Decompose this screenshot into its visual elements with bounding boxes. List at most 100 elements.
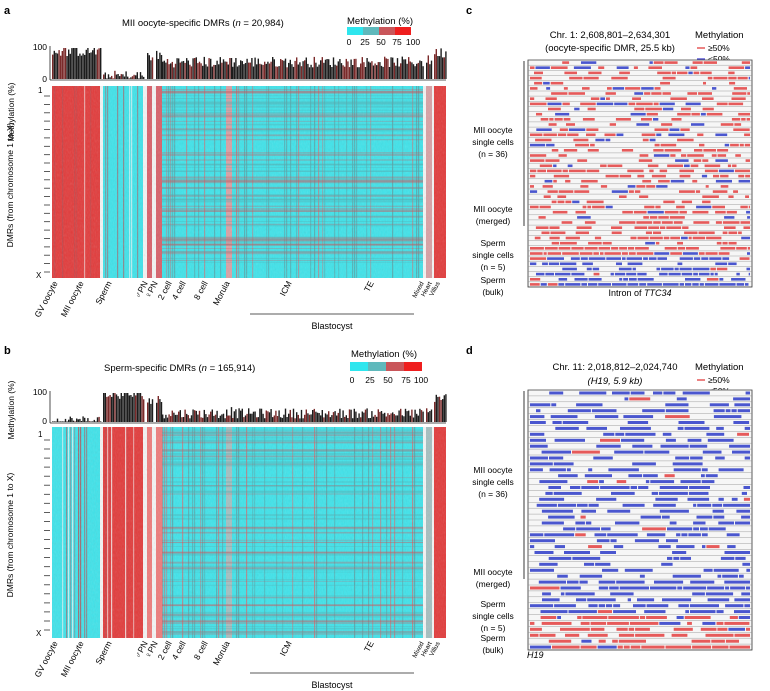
methylation-bar: [206, 417, 209, 422]
colorbar-b-tick-100: 100: [414, 375, 428, 385]
methylation-read: [536, 503, 557, 507]
methylation-read: [691, 123, 705, 126]
methylation-bar: [265, 410, 267, 422]
methylation-read: [687, 497, 710, 501]
methylation-bar: [340, 63, 343, 79]
methylation-bar: [166, 59, 169, 79]
methylation-read: [610, 592, 634, 596]
methylation-read: [659, 509, 689, 513]
methylation-read: [693, 527, 699, 531]
methylation-read: [607, 621, 629, 625]
methylation-bar: [87, 48, 89, 79]
methylation-bar: [107, 74, 110, 79]
methylation-bar: [74, 421, 76, 422]
methylation-bar: [273, 415, 275, 422]
methylation-read: [724, 226, 736, 229]
methylation-bar: [233, 62, 235, 79]
heatmap-row-streak: [162, 581, 423, 582]
methylation-read: [653, 61, 664, 64]
methylation-read: [555, 112, 570, 116]
methylation-bar: [208, 58, 210, 79]
methylation-read: [679, 190, 695, 193]
methylation-read: [627, 185, 636, 188]
methylation-bar: [275, 410, 277, 422]
methylation-bar: [352, 65, 354, 79]
methylation-bar: [176, 414, 178, 422]
methylation-read: [702, 450, 722, 454]
methylation-bar: [90, 421, 92, 422]
methylation-bar: [283, 60, 285, 79]
methylation-read: [598, 580, 616, 584]
methylation-read: [575, 210, 586, 214]
methylation-read: [573, 66, 591, 69]
methylation-bar: [267, 411, 269, 422]
methylation-bar: [92, 50, 94, 79]
methylation-bar: [114, 70, 116, 79]
methylation-read: [679, 257, 693, 260]
methylation-read: [641, 645, 665, 649]
methylation-read: [672, 551, 687, 554]
methylation-bar: [184, 62, 186, 79]
panel-d-region: Chr. 11: 2,018,812–2,024,740: [552, 362, 677, 373]
methylation-read: [686, 247, 699, 250]
methylation-read: [654, 580, 684, 584]
methylation-bar: [437, 56, 439, 79]
methylation-bar: [308, 67, 311, 79]
methylation-read: [704, 283, 719, 286]
methylation-read: [538, 580, 566, 584]
colorbar-a-tick-75: 75: [392, 37, 402, 47]
heatmap-row-streak: [162, 95, 423, 97]
methylation-bar: [296, 57, 298, 79]
methylation-read: [619, 278, 623, 281]
methylation-read: [592, 205, 605, 209]
methylation-read: [567, 580, 579, 584]
methylation-read: [581, 179, 598, 183]
heatmap-row-streak: [162, 622, 423, 624]
methylation-read: [639, 616, 646, 619]
methylation-read: [676, 616, 684, 619]
methylation-bar: [438, 56, 441, 79]
methylation-bar: [256, 417, 258, 422]
methylation-read: [552, 645, 580, 649]
methylation-read: [702, 97, 714, 100]
methylation-read: [720, 556, 735, 560]
methylation-read: [576, 598, 587, 602]
methylation-read: [562, 252, 579, 255]
heatmap-row-streak: [162, 626, 423, 628]
heatmap-row-streak: [162, 437, 423, 439]
methylation-bar: [300, 66, 303, 79]
methylation-bar: [427, 55, 429, 79]
methylation-read: [672, 574, 701, 578]
methylation-bar: [186, 413, 188, 422]
heatmap-row-streak: [162, 630, 423, 633]
methylation-bar: [379, 62, 381, 79]
methylation-bar: [192, 58, 194, 79]
methylation-read: [606, 97, 610, 100]
methylation-read: [727, 164, 732, 168]
heatmap-row-streak: [162, 565, 423, 567]
methylation-read: [739, 143, 744, 147]
methylation-read: [557, 574, 568, 578]
methylation-bar: [278, 410, 280, 422]
methylation-bar: [360, 417, 362, 422]
methylation-bar: [434, 54, 436, 79]
methylation-read: [622, 210, 633, 214]
methylation-bar: [358, 413, 360, 422]
heatmap-row-streak: [162, 621, 423, 623]
methylation-read: [678, 421, 705, 424]
methylation-read: [588, 257, 606, 260]
methylation-read: [568, 610, 597, 614]
methylation-read: [742, 562, 750, 566]
methylation-bar: [429, 411, 431, 422]
methylation-read: [689, 444, 708, 448]
methylation-bar: [291, 64, 293, 79]
methylation-read: [706, 278, 719, 281]
methylation-read: [557, 616, 561, 619]
methylation-read: [544, 533, 575, 537]
heatmap-row-streak: [162, 128, 423, 130]
methylation-read: [530, 159, 545, 162]
methylation-read: [610, 539, 617, 543]
methylation-bar: [109, 77, 111, 79]
methylation-bar: [302, 61, 304, 79]
